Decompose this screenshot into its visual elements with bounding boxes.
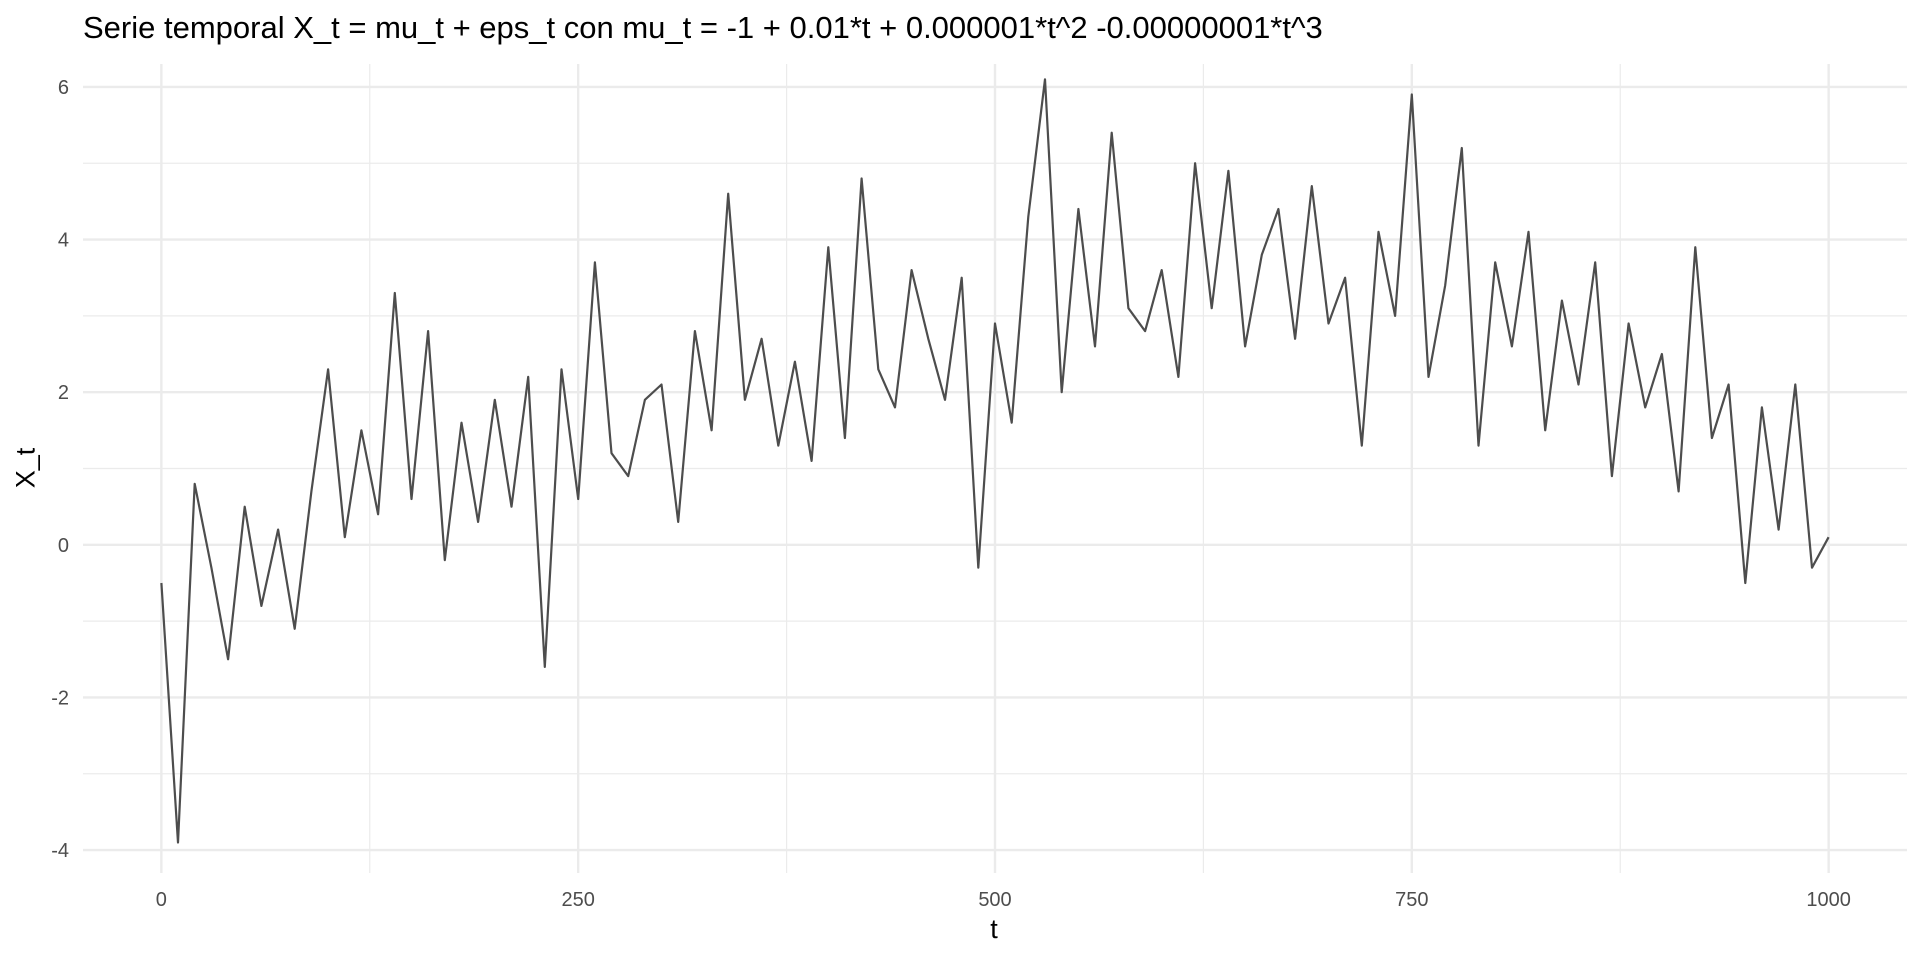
y-tick-label-2: 0 (58, 535, 69, 557)
major-gridlines (83, 64, 1907, 873)
x-axis-label: t (990, 914, 998, 944)
x-tick-label-4: 1000 (1806, 889, 1851, 911)
x-tick-labels: 0 250 500 750 1000 (156, 889, 1851, 911)
series-line-0 (160, 78, 1830, 844)
y-tick-label-1: -2 (51, 687, 69, 709)
y-tick-labels: -4 -2 0 2 4 6 (51, 77, 69, 862)
series-layer (160, 78, 1830, 844)
y-tick-label-5: 6 (58, 77, 69, 99)
y-tick-label-3: 2 (58, 382, 69, 404)
chart-title: Serie temporal X_t = mu_t + eps_t con mu… (83, 10, 1323, 45)
y-tick-label-0: -4 (51, 840, 69, 862)
x-tick-label-3: 750 (1395, 889, 1428, 911)
x-tick-label-0: 0 (156, 889, 167, 911)
x-tick-label-2: 500 (978, 889, 1011, 911)
y-axis-label: X_t (10, 447, 41, 489)
x-tick-label-1: 250 (561, 889, 594, 911)
y-tick-label-4: 4 (58, 230, 69, 252)
